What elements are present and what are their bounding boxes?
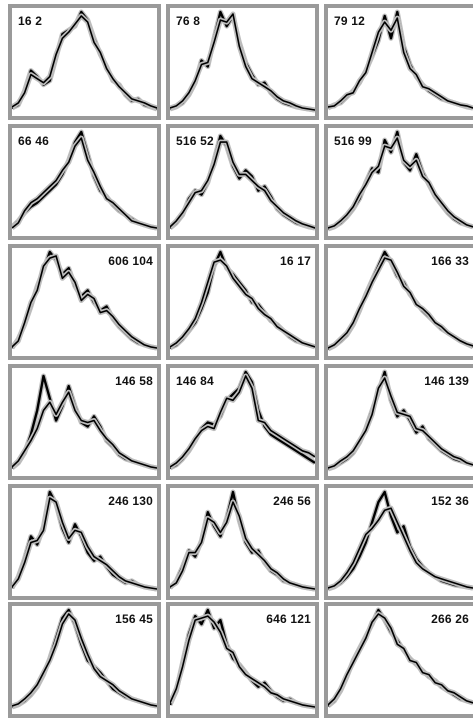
panel-plot: [12, 607, 157, 710]
chart-panel: 146 84: [166, 364, 319, 480]
panel-label: 16 17: [279, 254, 311, 268]
panel-label: 246 130: [108, 494, 153, 508]
series-line-secondary: [170, 13, 315, 111]
panel-label: 146 139: [424, 374, 469, 388]
chart-panel: 646 121: [166, 602, 319, 718]
panel-label: 516 99: [334, 134, 372, 148]
chart-panel: 166 33: [324, 244, 473, 360]
panel-label: 146 58: [115, 374, 153, 388]
panel-label: 76 8: [176, 14, 201, 28]
panel-label: 266 26: [431, 612, 469, 626]
series-halo: [12, 389, 157, 471]
panel-plot: [12, 129, 157, 231]
series-line-secondary: [12, 497, 157, 590]
series-halo: [12, 495, 157, 592]
chart-panel: 146 58: [8, 364, 161, 480]
chart-panel: 152 36: [324, 484, 473, 600]
chart-panel: 76 8: [166, 4, 319, 120]
series-halo: [170, 499, 315, 592]
chart-panel: 246 130: [8, 484, 161, 600]
chart-panel: 79 12: [324, 4, 473, 120]
panel-plot: [328, 9, 473, 111]
panel-label: 516 52: [176, 134, 214, 148]
chart-panel: 516 99: [324, 124, 473, 240]
series-halo: [12, 13, 157, 111]
series-line-primary: [170, 134, 315, 230]
panel-label: 152 36: [431, 494, 469, 508]
series-line-secondary: [12, 137, 157, 229]
series-halo: [170, 139, 315, 231]
panel-plot: [170, 369, 315, 471]
panel-label: 79 12: [334, 14, 366, 28]
chart-panel: 156 45: [8, 602, 161, 718]
panel-label: 246 56: [273, 494, 311, 508]
series-halo: [170, 11, 315, 113]
series-line-secondary: [12, 391, 157, 469]
series-line-secondary: [12, 15, 157, 109]
panel-label: 146 84: [176, 374, 214, 388]
series-line-secondary: [328, 377, 473, 469]
panel-plot: [328, 607, 473, 708]
panel-label: 606 104: [108, 254, 153, 268]
series-halo: [170, 257, 315, 350]
panel-plot: [328, 129, 473, 232]
panel-label: 646 121: [266, 612, 311, 626]
panel-label: 156 45: [115, 612, 153, 626]
series-line-secondary: [12, 255, 157, 349]
series-line-secondary: [328, 137, 473, 229]
panel-plot: [12, 249, 157, 351]
series-halo: [12, 611, 157, 709]
panel-label: 166 33: [431, 254, 469, 268]
chart-panel: 266 26: [324, 602, 473, 718]
chart-panel: 516 52: [166, 124, 319, 240]
panel-plot: [328, 249, 473, 352]
panel-plot: [170, 607, 315, 710]
panel-plot: [12, 9, 157, 112]
series-line-secondary: [170, 615, 315, 708]
chart-panel: 246 56: [166, 484, 319, 600]
panel-plot: [12, 489, 157, 592]
series-halo: [170, 133, 315, 231]
chart-panel: 606 104: [8, 244, 161, 360]
series-line-secondary: [170, 375, 315, 468]
panel-label: 16 2: [18, 14, 43, 28]
chart-panel: 16 2: [8, 4, 161, 120]
series-line-secondary: [328, 257, 473, 349]
series-line-secondary: [170, 501, 315, 590]
panel-plot: [170, 489, 315, 592]
panel-plot: [12, 373, 157, 471]
series-line-secondary: [170, 259, 315, 348]
chart-panel: 146 139: [324, 364, 473, 480]
panel-plot: [170, 9, 315, 113]
series-halo: [170, 373, 315, 470]
series-halo: [12, 253, 157, 351]
series-line-secondary: [328, 613, 473, 706]
panel-label: 66 46: [18, 134, 50, 148]
panel-plot: [170, 133, 315, 231]
series-line-secondary: [328, 507, 473, 589]
chart-panel: 16 17: [166, 244, 319, 360]
series-line-secondary: [12, 613, 157, 707]
panel-plot: [328, 369, 473, 472]
panel-plot: [170, 249, 315, 351]
series-line-secondary: [170, 141, 315, 229]
chart-panel: 66 46: [8, 124, 161, 240]
series-line-secondary: [328, 17, 473, 109]
panel-plot: [328, 489, 473, 592]
